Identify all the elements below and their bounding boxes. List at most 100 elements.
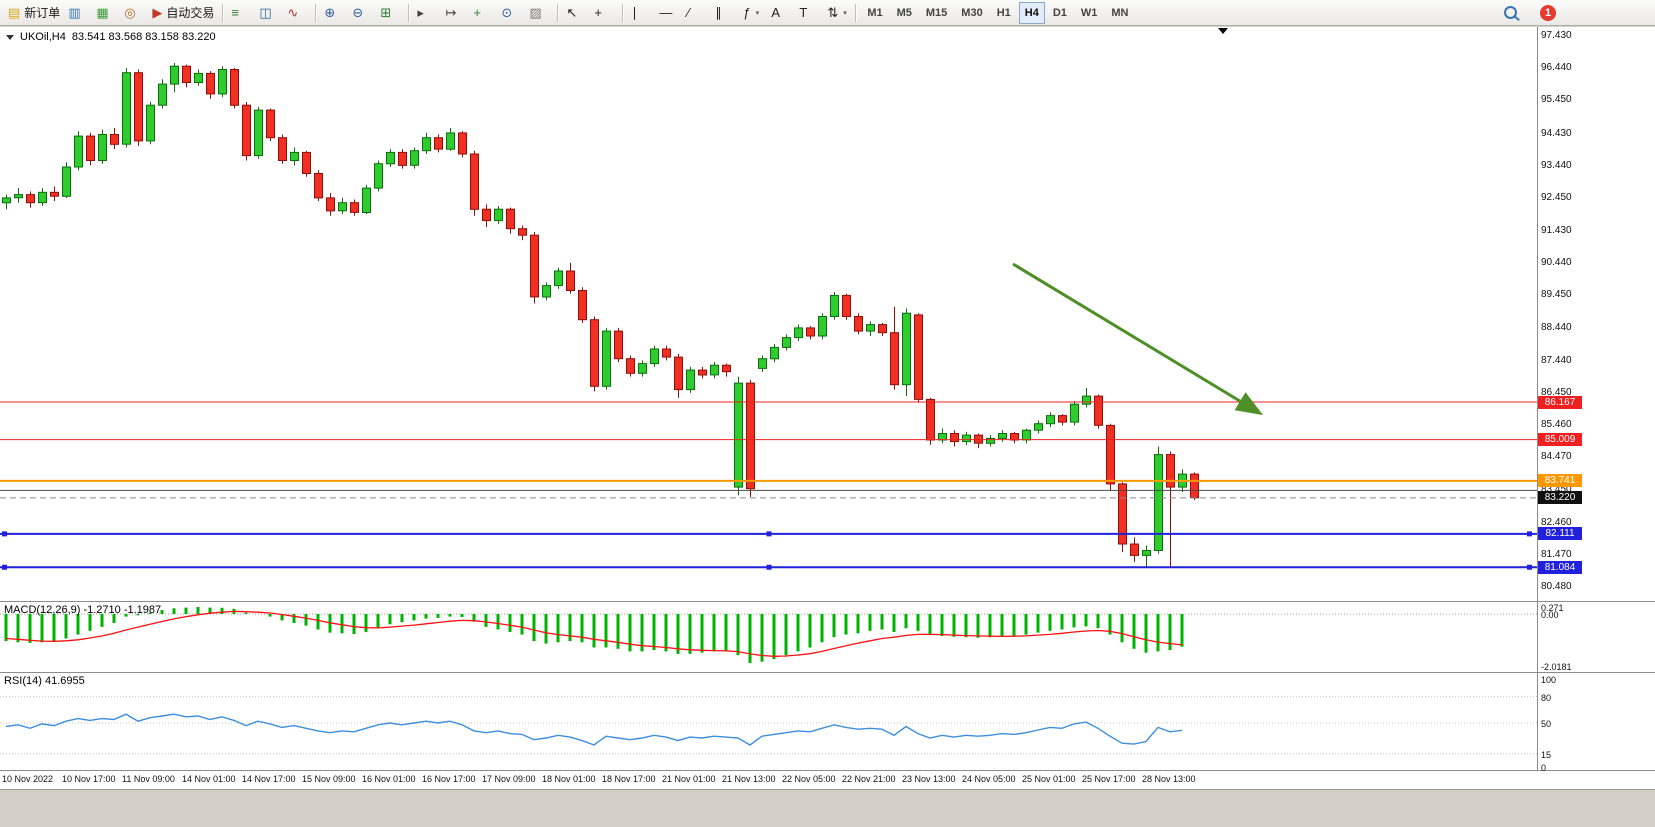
toolbar-separator (315, 3, 317, 22)
rsi-pane[interactable]: 100 80 50 15 0 RSI(14) 41.6955 (0, 673, 1655, 773)
line-handle[interactable] (766, 564, 772, 570)
price-axis-label: 96.440 (1541, 62, 1572, 74)
toolbar-group-chart-modes: ≡ ◫ ∿ (227, 1, 311, 25)
tf-button-w1[interactable]: W1 (1075, 2, 1104, 24)
time-axis-label: 18 Nov 01:00 (542, 774, 596, 784)
trend-arrow[interactable] (1012, 262, 1264, 416)
chart-shift-button[interactable]: ↦ (441, 1, 469, 25)
navigator-icon: ◎ (124, 5, 136, 20)
templates-icon: ▨ (529, 5, 542, 20)
tf-button-d1[interactable]: D1 (1047, 2, 1073, 24)
price-axis-label: 97.430 (1541, 30, 1572, 41)
autotrading-button[interactable]: ▶ 自动交易 (148, 1, 218, 25)
indicator-scale-label: 0.00 (1541, 610, 1559, 620)
zoom-in-button[interactable]: ⊕ (320, 1, 348, 25)
tf-button-m1[interactable]: M1 (861, 2, 888, 24)
tf-button-m30-label: M30 (961, 6, 983, 19)
templates-button[interactable]: ▨ (525, 1, 553, 25)
market-watch-icon: ▥ (68, 5, 81, 20)
tf-button-h4-label: H4 (1024, 6, 1039, 19)
time-axis-label: 17 Nov 09:00 (482, 774, 536, 784)
candlestick-chart-button[interactable]: ◫ (255, 1, 283, 25)
vertical-line-button[interactable]: ∣ (627, 1, 655, 25)
zoom-in-icon: ⊕ (324, 5, 336, 20)
candles-layer (2, 63, 1199, 567)
price-axis-label: 93.440 (1541, 159, 1572, 171)
time-axis-label: 11 Nov 09:00 (122, 774, 175, 784)
price-axis-label: 84.470 (1541, 451, 1572, 463)
channel-button[interactable]: ∥ (711, 1, 739, 25)
price-axis[interactable]: 86.167 85.009 83.741 83.220 82.111 81.084 97.4… (1537, 27, 1654, 601)
macd-canvas[interactable] (0, 602, 1537, 672)
trendline-button[interactable]: ∕ (683, 1, 711, 25)
period-icon: ⊙ (501, 5, 513, 20)
data-window-button[interactable]: ▦ (92, 1, 120, 25)
tile-windows-button[interactable]: ⊞ (376, 1, 404, 25)
crosshair-button[interactable]: + (590, 1, 618, 25)
new-chart-button[interactable]: + (469, 1, 497, 25)
search-button[interactable] (1500, 1, 1528, 25)
chart-shift-marker-icon[interactable] (1218, 28, 1228, 34)
price-axis-label: 85.460 (1541, 419, 1572, 431)
time-axis-label: 28 Nov 13:00 (1142, 774, 1196, 784)
tf-button-m1-label: M1 (867, 6, 883, 19)
time-axis[interactable]: 10 Nov 2022 10 Nov 17:00 11 Nov 09:00 14 No… (0, 771, 1655, 789)
macd-pane[interactable]: 0.271 0.00 -2.0181 MACD(12,26,9) -1.2710 -… (0, 602, 1655, 673)
time-axis-label: 16 Nov 01:00 (362, 774, 416, 784)
line-handle[interactable] (766, 531, 772, 537)
tf-button-d1-label: D1 (1052, 6, 1067, 19)
price-axis-label: 89.450 (1541, 289, 1572, 301)
dropdown-caret-icon: ▾ (843, 9, 847, 17)
tf-button-h4[interactable]: H4 (1018, 1, 1045, 24)
indicator-scale-label: 0 (1541, 763, 1547, 773)
label-button[interactable]: T (795, 1, 823, 25)
time-axis-label: 14 Nov 17:00 (242, 774, 296, 784)
price-chart-canvas[interactable] (0, 27, 1537, 601)
price-pane[interactable]: 86.167 85.009 83.741 83.220 82.111 81.084 97.4… (0, 27, 1655, 602)
indicator-scale-label: 15 (1541, 749, 1552, 760)
tf-button-m30[interactable]: M30 (955, 2, 988, 24)
tf-button-m5-label: M5 (896, 6, 912, 19)
indicator-scale-label: 80 (1541, 692, 1552, 703)
macd-axis[interactable]: 0.271 0.00 -2.0181 (1537, 602, 1654, 672)
price-level-tag: 81.084 (1538, 560, 1582, 574)
symbol-expander-icon[interactable] (6, 34, 14, 40)
autotrading-button-label: 自动交易 (166, 6, 215, 20)
line-handle[interactable] (2, 531, 7, 537)
line-chart-button[interactable]: ∿ (283, 1, 311, 25)
tf-button-m15[interactable]: M15 (920, 2, 953, 24)
toolbar-group-standard: ▤ 新订单 ▥ ▦ ◎ ▶ 自动交易 (4, 1, 218, 25)
toolbar-group-chart-controls: ▸ ↦ + ⊙ ▨ (413, 1, 553, 25)
price-level-tag: 83.220 (1538, 491, 1582, 505)
period-button[interactable]: ⊙ (497, 1, 525, 25)
zoom-out-icon: ⊖ (352, 5, 364, 20)
autotrading-icon: ▶ (152, 5, 163, 20)
new-order-button[interactable]: ▤ 新订单 (4, 1, 64, 25)
auto-scroll-button[interactable]: ▸ (413, 1, 441, 25)
rsi-canvas[interactable] (0, 673, 1537, 770)
price-level-tag: 86.167 (1538, 395, 1582, 409)
tf-button-mn[interactable]: MN (1105, 2, 1134, 24)
horizontal-line-button[interactable]: — (655, 1, 683, 25)
text-button[interactable]: A (767, 1, 795, 25)
line-handle[interactable] (1527, 564, 1532, 570)
price-axis-label: 94.430 (1541, 127, 1572, 139)
bar-chart-button[interactable]: ≡ (227, 1, 255, 25)
arrows-button[interactable]: ⇅ ▾ (823, 1, 851, 25)
tf-button-mn-label: MN (1111, 6, 1129, 19)
text-icon: A (771, 5, 780, 20)
crosshair-icon: + (594, 5, 602, 20)
fibonacci-button[interactable]: ƒ ▾ (739, 1, 767, 25)
tf-button-h1[interactable]: H1 (991, 2, 1017, 24)
price-axis-label: 88.440 (1541, 322, 1572, 334)
zoom-out-button[interactable]: ⊖ (348, 1, 376, 25)
line-handle[interactable] (1527, 531, 1532, 537)
cursor-button[interactable]: ↖ (562, 1, 590, 25)
tf-button-m5[interactable]: M5 (891, 2, 918, 24)
rsi-axis[interactable]: 100 80 50 15 0 (1537, 673, 1654, 773)
notification-badge[interactable]: 1 (1540, 4, 1556, 21)
line-chart-icon: ∿ (287, 5, 299, 20)
line-handle[interactable] (2, 564, 7, 570)
navigator-button[interactable]: ◎ (120, 1, 148, 25)
market-watch-button[interactable]: ▥ (64, 1, 92, 25)
